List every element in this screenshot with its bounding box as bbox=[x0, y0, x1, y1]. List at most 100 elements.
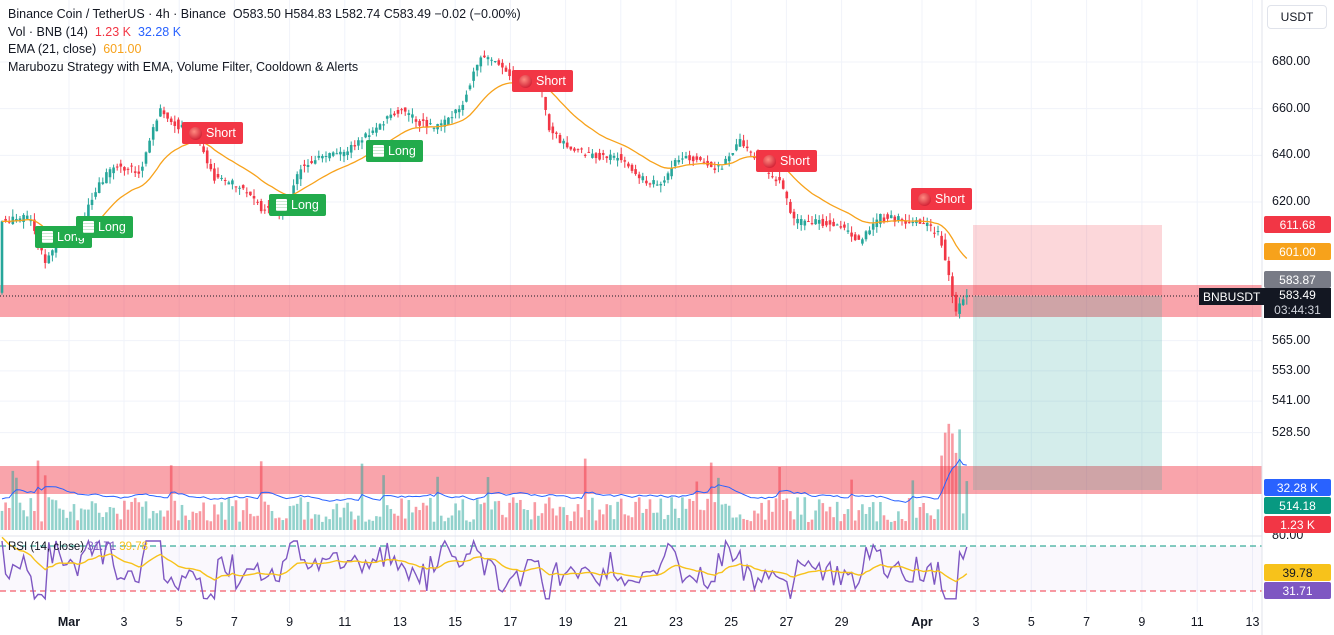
candle bbox=[339, 147, 342, 161]
candle bbox=[389, 108, 393, 121]
candle bbox=[547, 113, 551, 133]
candle bbox=[853, 231, 857, 242]
candle bbox=[371, 127, 375, 135]
volume-bar bbox=[580, 517, 583, 530]
volume-bar bbox=[565, 514, 569, 530]
ema-legend[interactable]: EMA (21, close) 601.00 bbox=[8, 41, 521, 59]
symbol-title[interactable]: Binance Coin / TetherUS · 4h · Binance bbox=[8, 7, 226, 21]
volume-bar bbox=[843, 513, 846, 530]
candle bbox=[461, 100, 465, 116]
volume-bar bbox=[670, 497, 673, 530]
rsi-ma-tag: 39.78 bbox=[1264, 564, 1331, 581]
volume-bar bbox=[364, 521, 367, 530]
volume-bar bbox=[450, 515, 454, 530]
volume-bar bbox=[357, 515, 360, 530]
candle bbox=[267, 199, 270, 214]
volume-bar bbox=[375, 516, 378, 530]
candle bbox=[634, 164, 637, 176]
candle bbox=[641, 172, 645, 183]
candle bbox=[785, 190, 789, 205]
symbol-row[interactable]: Binance Coin / TetherUS · 4h · Binance O… bbox=[8, 6, 521, 24]
volume-bar bbox=[479, 504, 483, 530]
candle bbox=[97, 177, 101, 194]
candle bbox=[493, 60, 497, 64]
volume-bar bbox=[256, 515, 259, 530]
volume-legend[interactable]: Vol · BNB (14) 1.23 K 32.28 K bbox=[8, 24, 521, 42]
candle bbox=[796, 214, 799, 229]
candle bbox=[486, 55, 490, 66]
volume-bar bbox=[850, 479, 853, 530]
signal-short-1[interactable]: Short bbox=[182, 122, 243, 144]
volume-bar bbox=[958, 429, 961, 530]
volume-bar bbox=[673, 508, 677, 530]
volume-bar bbox=[796, 497, 799, 530]
volume-bar bbox=[540, 513, 544, 530]
candle bbox=[220, 175, 223, 181]
candle bbox=[349, 141, 353, 159]
candle bbox=[133, 166, 137, 178]
candle bbox=[141, 161, 144, 178]
candle bbox=[403, 107, 407, 116]
time-tick: 3 bbox=[972, 615, 980, 629]
volume-bar bbox=[385, 505, 389, 530]
candle bbox=[465, 90, 468, 103]
candle bbox=[735, 138, 738, 152]
position-target-area[interactable] bbox=[973, 296, 1162, 490]
volume-bar bbox=[61, 509, 65, 530]
time-tick: 21 bbox=[613, 615, 628, 629]
volume-bar bbox=[663, 519, 666, 530]
signal-short-2[interactable]: Short bbox=[512, 70, 573, 92]
volume-bar bbox=[681, 497, 684, 530]
volume-bar bbox=[771, 511, 774, 530]
volume-bar bbox=[360, 463, 364, 530]
volume-bar bbox=[263, 501, 267, 530]
volume-bar bbox=[472, 519, 475, 530]
currency-button[interactable]: USDT bbox=[1267, 5, 1327, 29]
volume-bar bbox=[537, 515, 540, 530]
candle bbox=[954, 292, 958, 316]
volume-bar bbox=[695, 481, 699, 530]
candle bbox=[25, 210, 29, 220]
signal-short-3[interactable]: Short bbox=[756, 150, 817, 172]
signal-long-2[interactable]: Long bbox=[76, 216, 133, 238]
candle bbox=[231, 178, 234, 190]
candle bbox=[846, 222, 850, 235]
volume-bar bbox=[184, 515, 187, 530]
candle bbox=[105, 168, 108, 184]
candle bbox=[360, 137, 364, 150]
volume-bar bbox=[666, 514, 670, 530]
candle bbox=[148, 137, 151, 154]
volume-bar bbox=[339, 517, 342, 530]
volume-bar bbox=[634, 501, 637, 530]
volume-bar bbox=[857, 510, 861, 530]
candle bbox=[936, 225, 940, 236]
volume-bar bbox=[475, 499, 479, 530]
volume-bar bbox=[922, 502, 925, 530]
volume-bar bbox=[454, 503, 457, 530]
ohlc-values: O583.50 H584.83 L582.74 C583.49 −0.02 (−… bbox=[232, 7, 521, 21]
position-stop-area[interactable] bbox=[973, 225, 1162, 295]
volume-bar bbox=[29, 498, 33, 530]
signal-long-4[interactable]: Long bbox=[366, 140, 423, 162]
volume-bar bbox=[468, 521, 472, 530]
volume-bar bbox=[436, 476, 439, 530]
volume-bar bbox=[414, 506, 418, 530]
signal-long-3[interactable]: Long bbox=[269, 194, 326, 216]
candle bbox=[472, 67, 475, 88]
volume-bar bbox=[367, 519, 371, 530]
volume-bar bbox=[936, 509, 940, 530]
strategy-legend[interactable]: Marubozu Strategy with EMA, Volume Filte… bbox=[8, 59, 521, 77]
candle bbox=[223, 177, 227, 186]
rsi-line bbox=[1, 538, 968, 601]
volume-bar bbox=[396, 515, 400, 530]
candle bbox=[479, 55, 483, 73]
signal-short-4[interactable]: Short bbox=[911, 188, 972, 210]
rsi-tag: 31.71 bbox=[1264, 582, 1331, 599]
rsi-ma-value: 39.78 bbox=[119, 541, 149, 553]
rsi-legend[interactable]: RSI (14, close) 31.71 39.78 bbox=[8, 541, 148, 553]
volume-bar bbox=[349, 511, 353, 530]
volume-bar bbox=[555, 515, 558, 530]
candle bbox=[90, 192, 94, 210]
